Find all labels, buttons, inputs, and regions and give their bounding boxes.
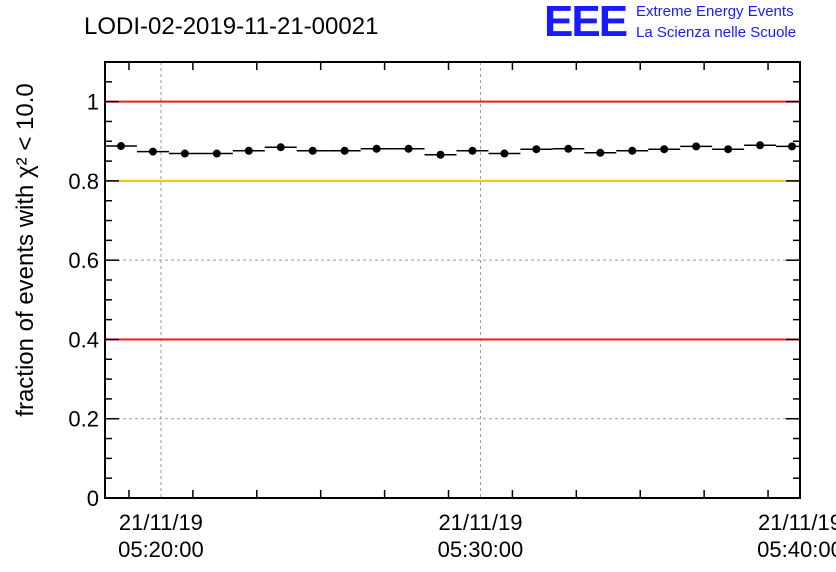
- y-tick-label: 0.4: [68, 327, 99, 352]
- data-point: [660, 145, 669, 154]
- y-tick-label: 1: [87, 90, 99, 115]
- data-point: [404, 144, 413, 153]
- data-point: [116, 142, 125, 151]
- x-tick-label-date: 21/11/19: [438, 510, 522, 535]
- data-point: [244, 146, 253, 155]
- plot-frame: [104, 61, 801, 499]
- x-tick-label-time: 05:30:00: [438, 537, 524, 562]
- data-point: [756, 141, 765, 150]
- x-tick-label-date: 21/11/19: [119, 510, 203, 535]
- data-point: [468, 146, 477, 155]
- reference-lines: [105, 100, 800, 341]
- data-point: [788, 142, 797, 151]
- data-point: [180, 149, 189, 158]
- x-tick-label-time: 05:20:00: [118, 537, 204, 562]
- data-point: [532, 145, 541, 154]
- eee-logo-line1: Extreme Energy Events: [636, 3, 794, 20]
- data-point: [148, 147, 157, 156]
- data-points: [105, 141, 800, 159]
- data-point: [564, 144, 573, 153]
- data-point: [276, 143, 285, 152]
- data-point: [500, 149, 509, 158]
- x-tick-label-time: 05:40:00: [757, 537, 836, 562]
- chart-title: LODI-02-2019-11-21-00021: [84, 13, 378, 40]
- data-point: [308, 146, 317, 155]
- tick-labels: 00.20.40.60.8121/11/1905:20:0021/11/1905…: [68, 90, 836, 562]
- y-axis-label: fraction of events with χ² < 10.0: [12, 83, 39, 416]
- data-point: [692, 142, 701, 151]
- data-point: [436, 150, 445, 159]
- data-point: [596, 148, 605, 157]
- data-point: [724, 145, 733, 154]
- x-tick-label-date: 21/11/19: [758, 510, 836, 535]
- axis-ticks: [105, 61, 800, 499]
- eee-logo-line2: La Scienza nelle Scuole: [636, 24, 797, 41]
- y-tick-label: 0.6: [68, 248, 99, 273]
- eee-logo-mark: EEE: [544, 0, 628, 46]
- data-point: [372, 144, 381, 153]
- y-tick-label: 0: [87, 486, 99, 511]
- data-point: [628, 146, 637, 155]
- grid-layer: [105, 62, 800, 498]
- data-point: [212, 149, 221, 158]
- y-tick-label: 0.8: [68, 169, 99, 194]
- data-point: [340, 146, 349, 155]
- y-tick-label: 0.2: [68, 407, 99, 432]
